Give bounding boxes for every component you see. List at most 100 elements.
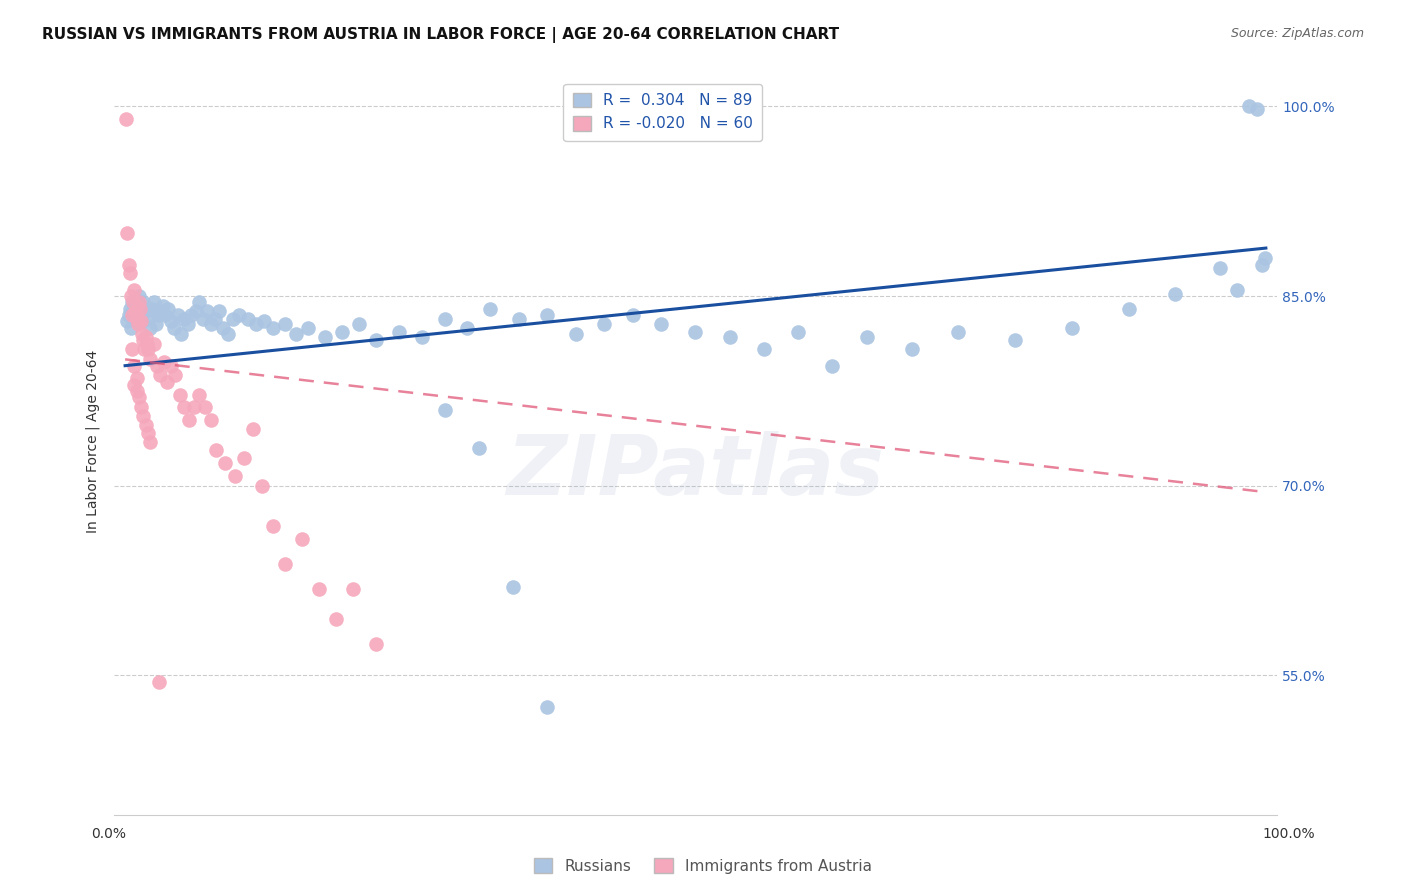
Point (122, 304, 145, 318)
Point (152, 299, 174, 313)
Point (117, 226, 139, 240)
Point (479, 301, 502, 316)
Point (132, 409, 155, 424)
Point (752, 343, 775, 357)
Point (1254, 251, 1277, 265)
Point (238, 311, 260, 326)
Point (536, 700, 558, 714)
Point (163, 320, 186, 334)
Point (621, 308, 644, 322)
Point (127, 308, 149, 322)
Point (177, 317, 200, 331)
Point (787, 325, 810, 339)
Point (142, 337, 165, 351)
Point (121, 308, 143, 322)
Point (166, 308, 188, 322)
Point (148, 674, 170, 689)
Point (224, 468, 246, 483)
Point (262, 320, 284, 334)
Point (364, 637, 387, 651)
Point (139, 434, 162, 449)
Point (188, 295, 211, 310)
Point (855, 329, 877, 343)
Point (156, 375, 179, 389)
Point (593, 317, 616, 331)
Point (120, 320, 142, 334)
Point (1237, 99, 1260, 113)
Point (128, 295, 150, 310)
Point (125, 384, 148, 398)
Point (148, 308, 170, 322)
Point (125, 311, 148, 326)
Point (183, 401, 205, 415)
Point (388, 325, 411, 339)
Point (122, 311, 145, 326)
Point (141, 301, 163, 316)
Point (364, 334, 387, 348)
Point (184, 304, 207, 318)
Point (135, 329, 157, 343)
Point (342, 582, 364, 597)
Point (274, 558, 297, 572)
Point (508, 311, 530, 326)
Point (117, 258, 139, 272)
Point (1118, 301, 1140, 316)
Point (124, 304, 146, 318)
Point (347, 317, 370, 331)
Point (135, 304, 157, 318)
Point (1060, 320, 1083, 334)
Point (200, 413, 222, 427)
Point (297, 320, 319, 334)
Point (262, 519, 284, 533)
Y-axis label: In Labor Force | Age 20-64: In Labor Force | Age 20-64 (86, 350, 100, 533)
Point (153, 355, 176, 369)
Text: Source: ZipAtlas.com: Source: ZipAtlas.com (1230, 27, 1364, 40)
Point (136, 343, 159, 357)
Point (127, 317, 149, 331)
Point (217, 327, 239, 342)
Text: 100.0%: 100.0% (1263, 827, 1315, 841)
Point (536, 308, 558, 322)
Point (115, 112, 138, 127)
Point (124, 292, 146, 306)
Point (125, 301, 148, 316)
Point (170, 327, 193, 342)
Point (314, 329, 336, 343)
Text: 0.0%: 0.0% (91, 827, 127, 841)
Point (135, 418, 157, 433)
Point (180, 308, 202, 322)
Point (718, 329, 741, 343)
Point (121, 295, 143, 310)
Point (1226, 283, 1249, 297)
Point (212, 320, 235, 334)
Point (132, 295, 155, 310)
Point (411, 329, 433, 343)
Text: ZIPatlas: ZIPatlas (506, 431, 884, 512)
Point (131, 314, 153, 328)
Point (285, 327, 308, 342)
Point (129, 314, 152, 328)
Point (120, 289, 142, 303)
Point (149, 304, 172, 318)
Point (118, 266, 141, 280)
Point (136, 425, 159, 440)
Point (308, 582, 330, 597)
Legend: R =  0.304   N = 89, R = -0.020   N = 60: R = 0.304 N = 89, R = -0.020 N = 60 (564, 84, 762, 141)
Point (191, 311, 214, 326)
Point (195, 304, 218, 318)
Point (330, 325, 353, 339)
Point (117, 314, 139, 328)
Point (129, 301, 152, 316)
Point (208, 304, 231, 318)
Point (136, 311, 159, 326)
Point (205, 443, 228, 458)
Point (564, 327, 586, 342)
Point (250, 479, 273, 493)
Text: RUSSIAN VS IMMIGRANTS FROM AUSTRIA IN LABOR FORCE | AGE 20-64 CORRELATION CHART: RUSSIAN VS IMMIGRANTS FROM AUSTRIA IN LA… (42, 27, 839, 43)
Point (139, 352, 162, 367)
Point (232, 450, 254, 465)
Point (131, 327, 153, 342)
Point (177, 413, 200, 427)
Point (122, 283, 145, 297)
Point (214, 456, 236, 470)
